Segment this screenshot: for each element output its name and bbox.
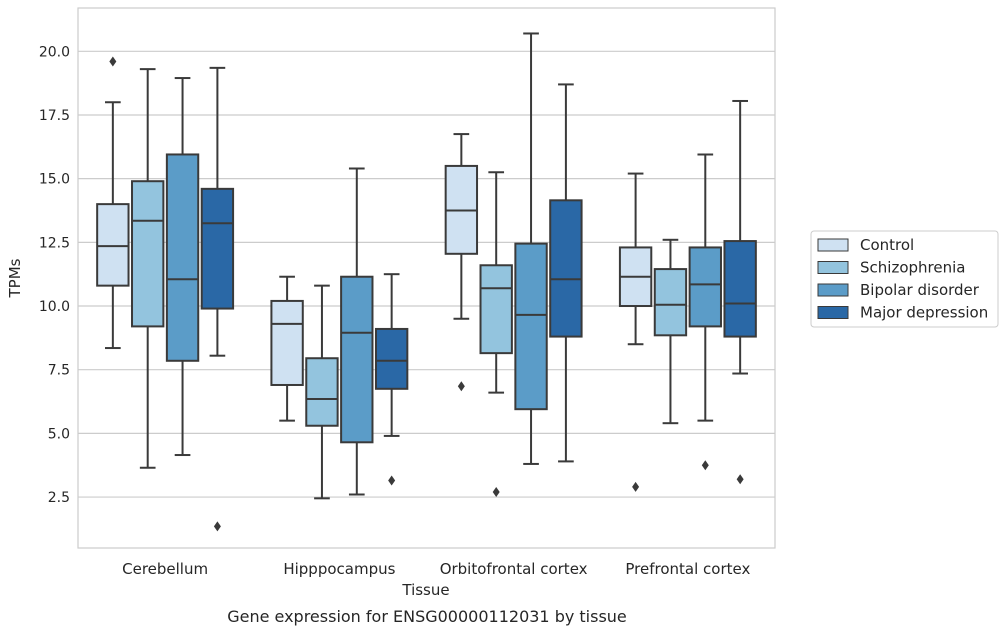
box-bipolar-disorder [688,153,722,471]
y-axis-label: TPMs [6,258,24,298]
box-control [444,133,479,392]
y-tick-label: 12.5 [39,235,70,251]
y-tick-label: 10.0 [39,299,70,315]
box-bipolar-disorder [340,167,374,496]
box-iqr [514,242,548,411]
box-major-depression [549,83,583,463]
y-tick-label: 20.0 [39,44,70,60]
legend-label: Control [860,236,914,254]
box-schizophrenia [479,171,513,497]
box-iqr [374,327,409,390]
box-bipolar-disorder [165,77,200,457]
legend-swatch [817,283,849,297]
box-iqr [549,199,583,338]
x-axis-label: Tissue [401,581,449,599]
box-iqr [305,357,339,427]
outlier-point [632,481,640,492]
x-category-labels: Cerebellum Hipppocampus Orbitofrontal cort… [122,560,750,578]
box-bipolar-disorder [514,32,548,465]
y-tick-label: 2.5 [48,490,70,506]
y-tick-label: 7.5 [48,363,70,379]
legend-label: Bipolar disorder [860,281,980,299]
legend-label: Major depression [860,304,988,322]
box-control [618,172,653,492]
legend-swatch [817,261,849,274]
box-iqr [165,153,200,362]
box-iqr [131,180,165,328]
outlier-point [213,521,221,532]
box-iqr [200,187,235,310]
outlier-point [492,486,500,497]
box-iqr [653,268,688,337]
box-iqr [479,264,513,355]
x-category-label: Hipppocampus [283,560,395,578]
box-groups [96,32,757,532]
y-tick-label: 17.5 [39,108,70,124]
y-tick-label: 5.0 [48,426,70,442]
outlier-point [109,56,117,67]
box-control [270,275,304,422]
legend-frame [810,230,999,328]
y-tick-label: 15.0 [39,172,70,188]
box-schizophrenia [131,68,165,469]
box-major-depression [374,273,409,486]
plot-frame [77,7,776,549]
chart-caption: Gene expression for ENSG00000112031 by t… [227,607,627,626]
x-category-label: Orbitofrontal cortex [440,560,588,578]
box-iqr [723,240,757,338]
box-schizophrenia [305,284,339,500]
outlier-point [388,475,396,486]
box-iqr [688,246,722,328]
box-major-depression [723,99,757,485]
legend: Control Schizophrenia Bipolar disorder Majo… [810,230,999,328]
x-category-label: Cerebellum [122,560,208,578]
legend-label: Schizophrenia [860,259,965,277]
legend-swatch [817,306,849,319]
outlier-point [701,460,709,471]
box-iqr [270,299,304,386]
outlier-point [736,474,744,485]
box-iqr [340,275,374,444]
x-category-label: Prefrontal cortex [625,560,750,578]
box-schizophrenia [653,238,688,425]
outlier-point [457,381,465,392]
legend-swatch [817,238,849,252]
box-major-depression [200,66,235,532]
y-tick-labels: 2.5 5.0 7.5 10.0 12.5 15.0 17.5 20.0 [39,44,70,506]
box-iqr [96,203,130,287]
box-control [96,56,130,350]
